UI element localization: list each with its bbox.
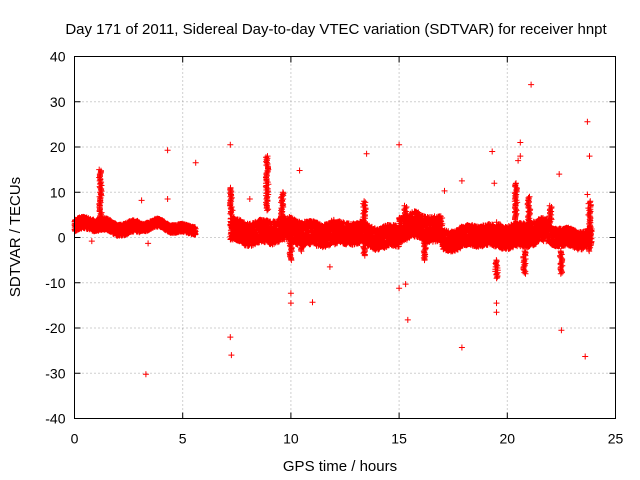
data-points <box>71 81 595 378</box>
data-point <box>586 153 593 160</box>
axes: 0 5 10 15 20 25 -40 -30 -20 -10 0 10 20 30 40 <box>45 49 623 447</box>
data-point <box>402 281 409 288</box>
data-point <box>582 353 589 360</box>
y-tick-label: 0 <box>58 230 66 246</box>
data-point <box>227 334 234 341</box>
data-band <box>227 214 273 249</box>
data-spike <box>420 234 430 264</box>
data-point <box>517 153 524 160</box>
data-point <box>493 300 500 307</box>
data-point <box>528 81 535 88</box>
data-point <box>517 139 524 146</box>
data-spike <box>360 198 369 259</box>
x-tick-label: 20 <box>500 431 516 447</box>
data-spike <box>520 248 529 277</box>
data-spike <box>492 257 501 282</box>
data-point <box>489 148 496 155</box>
data-spike <box>227 184 236 218</box>
chart-title: Day 171 of 2011, Sidereal Day-to-day VTE… <box>65 21 607 38</box>
data-point <box>558 327 565 334</box>
data-spike <box>96 166 105 223</box>
data-point <box>138 197 145 204</box>
data-point <box>326 263 333 270</box>
data-point <box>515 157 522 164</box>
x-tick-label: 0 <box>71 431 79 447</box>
data-point <box>164 147 171 154</box>
data-point <box>296 167 303 174</box>
y-tick-label: -10 <box>45 275 65 291</box>
data-point <box>145 240 152 247</box>
data-point <box>584 118 591 125</box>
data-point <box>584 191 591 198</box>
data-spike <box>524 193 534 227</box>
y-tick-label: 20 <box>50 139 66 155</box>
data-point <box>309 299 316 306</box>
data-point <box>556 171 563 178</box>
data-point <box>192 159 199 166</box>
y-tick-label: 10 <box>50 184 66 200</box>
y-tick-label: -30 <box>45 365 65 381</box>
data-point <box>493 309 500 316</box>
data-point <box>246 196 253 202</box>
data-spike <box>557 248 566 277</box>
data-spike <box>278 189 287 223</box>
data-point <box>404 316 411 323</box>
x-axis-label: GPS time / hours <box>283 458 397 475</box>
data-point <box>441 187 448 194</box>
data-band <box>493 215 554 252</box>
y-axis-label: SDTVAR / TECUs <box>7 177 24 297</box>
data-spike <box>585 198 594 255</box>
data-point <box>287 300 294 307</box>
data-spike <box>286 230 295 264</box>
y-tick-label: 30 <box>50 94 66 110</box>
data-point <box>88 238 95 245</box>
data-spike <box>262 153 272 214</box>
data-spike <box>297 230 306 255</box>
x-tick-label: 25 <box>608 431 624 447</box>
data-point <box>227 141 234 148</box>
data-spike <box>511 180 521 223</box>
data-band <box>439 221 500 255</box>
data-band <box>71 213 143 239</box>
y-tick-label: -40 <box>45 411 65 427</box>
y-tick-label: -20 <box>45 320 65 336</box>
data-spike <box>401 202 410 227</box>
data-point <box>396 141 403 148</box>
data-point <box>491 180 498 187</box>
data-point <box>363 150 370 157</box>
data-point <box>142 371 149 378</box>
data-point <box>287 290 294 297</box>
data-point <box>228 352 235 359</box>
data-point <box>458 177 465 184</box>
data-point <box>164 196 171 202</box>
x-tick-label: 5 <box>179 431 187 447</box>
data-point <box>458 344 465 351</box>
x-tick-label: 10 <box>283 431 299 447</box>
y-tick-label: 40 <box>50 49 66 65</box>
data-spike <box>546 202 555 223</box>
data-point <box>396 285 403 292</box>
data-band <box>396 208 446 245</box>
data-band <box>136 215 199 238</box>
x-tick-label: 15 <box>391 431 407 447</box>
